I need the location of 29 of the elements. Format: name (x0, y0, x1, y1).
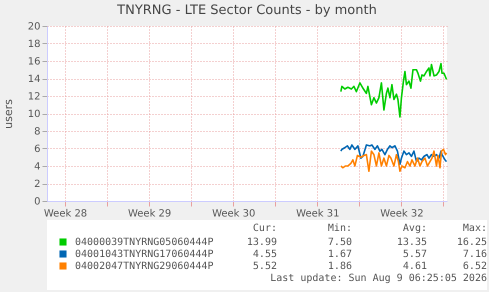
y-tick-label: 14 (28, 74, 40, 85)
line-series (340, 62, 448, 118)
text: Cur: Min: Avg: Max: (252, 223, 487, 234)
y-tick-label: 10 (28, 109, 40, 120)
x-tick-label: Week 30 (212, 208, 256, 220)
legend-label: 04001043TNYRNG17060444P (75, 249, 214, 260)
x-tick-label: Week 32 (380, 208, 424, 220)
y-tick-label: 16 (28, 56, 40, 68)
text: 4.55 1.67 5.57 7.16 (252, 249, 487, 260)
x-tick-label: Week 29 (128, 208, 172, 220)
y-tick-label: 6 (34, 144, 40, 155)
y-axis-title: users (2, 98, 15, 129)
chart-title: TNYRNG - LTE Sector Counts - by month (116, 3, 377, 18)
x-tick-label: Week 31 (296, 208, 340, 220)
text: 5.52 1.86 4.61 6.52 (252, 261, 487, 272)
line-series (340, 144, 448, 166)
y-tick-label: 12 (28, 92, 40, 102)
legend-label: 04002047TNYRNG29060444P (75, 261, 214, 272)
y-tick-label: 18 (28, 39, 40, 50)
y-tick-label: 2 (34, 179, 40, 190)
y-tick-label: 0 (34, 196, 40, 208)
y-tick-label: 8 (34, 126, 40, 138)
y-tick-label: 20 (28, 22, 40, 32)
text: 13.99 7.50 13.35 16.25 (246, 237, 487, 248)
y-tick-label: 4 (34, 162, 40, 172)
legend-label: 04000039TNYRNG05060444P (75, 237, 214, 248)
x-tick-label: Week 28 (44, 208, 88, 220)
text: Last update: Sun Aug 9 06:25:05 2026 (270, 273, 487, 284)
line-series (340, 148, 448, 172)
